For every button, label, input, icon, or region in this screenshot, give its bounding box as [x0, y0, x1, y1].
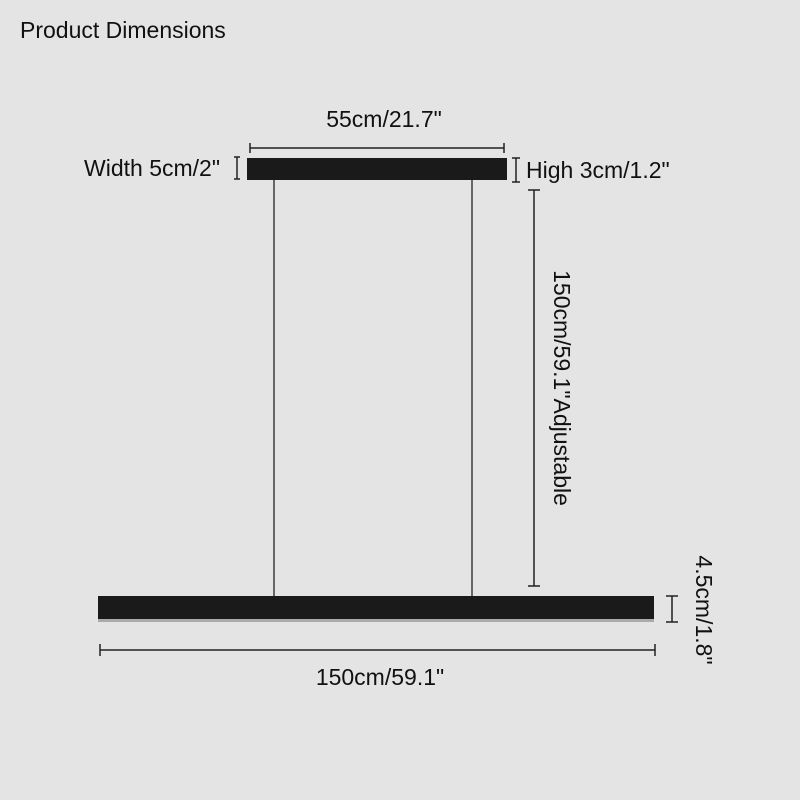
- dimension-line: [249, 143, 505, 153]
- cable-length-label: 150cm/59.1"Adjustable: [549, 270, 575, 506]
- lamp-bar: [98, 596, 654, 622]
- canopy: [247, 158, 507, 180]
- canopy-width-label: Width 5cm/2": [84, 155, 220, 181]
- dimension-line: [234, 156, 240, 180]
- canopy-length-label: 55cm/21.7": [326, 106, 442, 132]
- canopy-height-label: High 3cm/1.2": [526, 157, 670, 183]
- title: Product Dimensions: [20, 17, 226, 43]
- bar-length-label: 150cm/59.1": [316, 664, 444, 690]
- dimension-line: [99, 644, 656, 656]
- dimension-line: [528, 189, 540, 587]
- dimension-line: [512, 157, 520, 183]
- bar-height-label: 4.5cm/1.8": [691, 555, 717, 664]
- dimension-line: [666, 595, 678, 623]
- lamp-diffuser: [98, 619, 654, 622]
